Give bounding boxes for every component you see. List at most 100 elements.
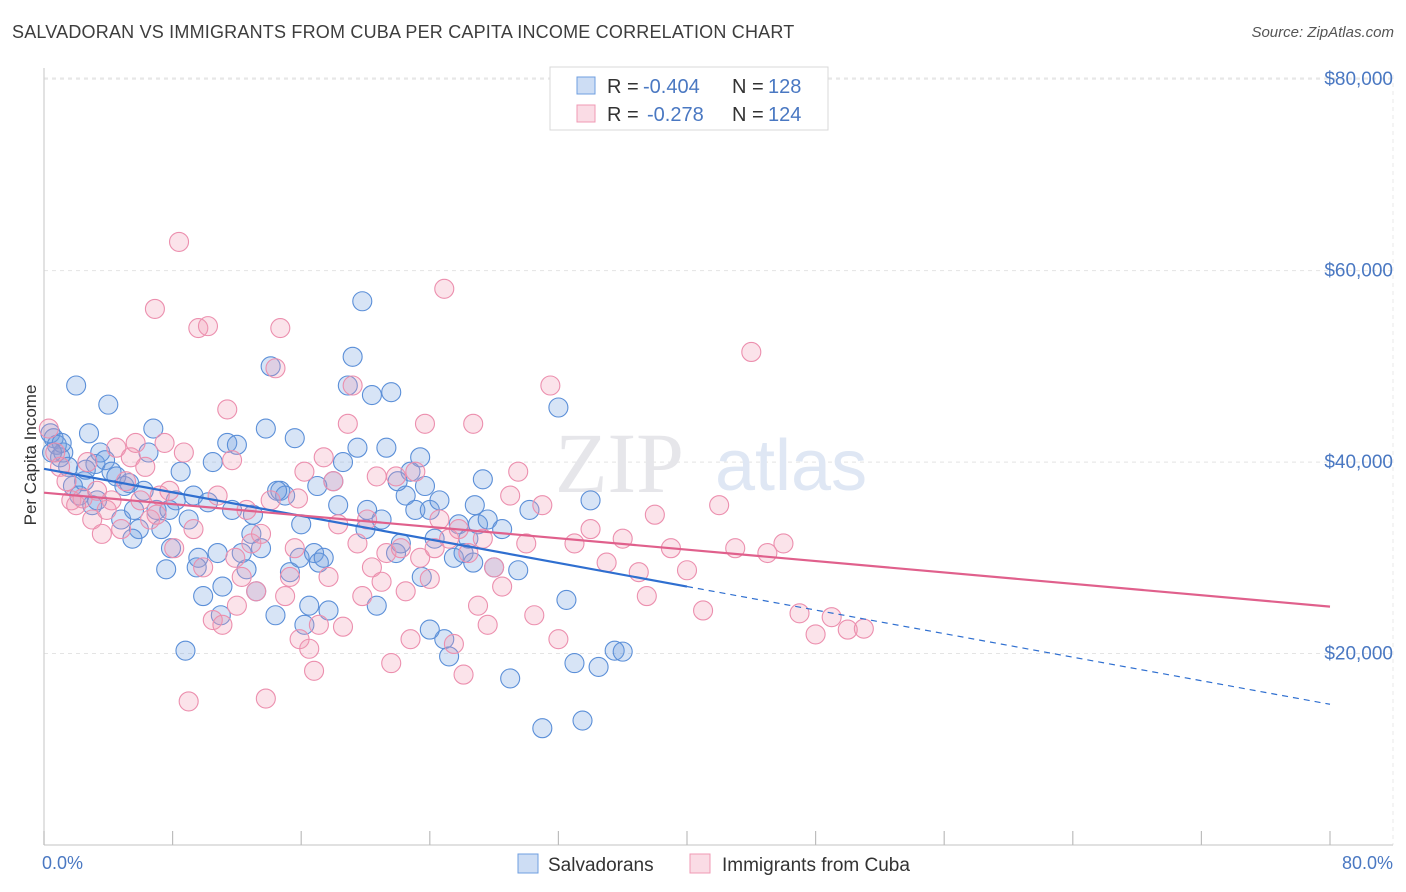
point-cuba: [644, 504, 665, 525]
point-cuba: [453, 664, 474, 685]
point-cuba: [405, 461, 426, 482]
point-salvadorans: [371, 509, 392, 530]
point-cuba: [564, 533, 585, 554]
trend-line-cuba: [43, 491, 1331, 608]
point-cuba: [279, 566, 300, 588]
point-cuba: [773, 533, 794, 554]
point-salvadorans: [328, 495, 349, 516]
point-cuba: [524, 605, 545, 626]
point-cuba: [693, 600, 714, 621]
point-cuba: [313, 447, 334, 468]
point-cuba: [106, 437, 127, 458]
point-salvadorans: [464, 495, 485, 516]
point-salvadorans: [313, 547, 334, 568]
point-cuba: [111, 519, 132, 540]
point-cuba: [580, 519, 601, 540]
point-salvadorans: [580, 490, 601, 511]
point-salvadorans: [376, 437, 397, 458]
point-salvadorans: [564, 653, 585, 674]
data-points: [38, 231, 874, 739]
point-cuba: [352, 586, 373, 607]
point-cuba: [222, 450, 243, 471]
point-cuba: [323, 471, 344, 492]
legend-swatch-salvadorans: [576, 76, 596, 95]
point-salvadorans: [439, 646, 460, 667]
legend-n-label-2: N =: [732, 104, 769, 126]
point-cuba: [246, 581, 267, 602]
watermark-zip: ZIP: [555, 415, 684, 511]
point-cuba: [548, 629, 569, 650]
point-salvadorans: [193, 586, 214, 607]
point-cuba: [371, 571, 392, 592]
point-cuba: [260, 490, 281, 511]
point-cuba: [477, 614, 498, 635]
point-cuba: [390, 538, 411, 559]
point-salvadorans: [352, 291, 373, 312]
point-cuba: [275, 586, 296, 607]
point-salvadorans: [519, 499, 540, 520]
point-cuba: [82, 509, 103, 530]
y-tick-label: $80,000: [1324, 69, 1393, 90]
point-salvadorans: [342, 346, 363, 367]
point-cuba: [508, 461, 529, 482]
point-cuba: [96, 499, 117, 520]
point-salvadorans: [612, 641, 633, 662]
legend-r-value-1: -0.404: [643, 76, 700, 98]
point-cuba: [837, 619, 858, 640]
point-salvadorans: [299, 595, 320, 616]
point-salvadorans: [284, 428, 305, 449]
bottom-legend-label-salvadorans: Salvadorans: [548, 855, 654, 876]
legend-n-value-1: 128: [768, 76, 801, 98]
x-tick-max: 80.0%: [1342, 853, 1393, 873]
point-cuba: [467, 595, 489, 616]
point-cuba: [400, 629, 421, 650]
trend-lines: [43, 467, 1331, 705]
point-cuba: [709, 495, 730, 516]
point-cuba: [419, 568, 440, 589]
point-cuba: [255, 688, 276, 709]
point-salvadorans: [332, 452, 354, 473]
point-cuba: [38, 418, 59, 439]
chart-title: SALVADORAN VS IMMIGRANTS FROM CUBA PER C…: [12, 22, 795, 42]
point-salvadorans: [508, 560, 529, 581]
point-cuba: [361, 557, 382, 578]
point-cuba: [395, 581, 416, 602]
point-cuba: [366, 466, 387, 487]
point-salvadorans: [255, 418, 276, 439]
bottom-legend-swatch-cuba: [689, 853, 711, 874]
y-tick-label: $40,000: [1324, 452, 1393, 473]
point-cuba: [115, 471, 137, 492]
point-cuba: [304, 660, 325, 681]
point-cuba: [250, 523, 272, 544]
point-salvadorans: [66, 375, 87, 396]
point-cuba: [164, 538, 185, 559]
bottom-legend: Salvadorans Immigrants from Cuba: [517, 853, 910, 876]
point-salvadorans: [347, 437, 368, 458]
point-salvadorans: [186, 557, 207, 578]
point-cuba: [385, 466, 407, 487]
point-salvadorans: [175, 640, 196, 661]
point-salvadorans: [226, 434, 247, 455]
point-cuba: [347, 533, 368, 554]
point-salvadorans: [307, 475, 328, 497]
point-cuba: [125, 432, 146, 453]
point-cuba: [135, 456, 156, 477]
y-axis-label: Per Capita Income: [21, 385, 40, 526]
trend-line-salvadorans: [43, 467, 688, 588]
point-cuba: [636, 586, 657, 607]
point-salvadorans: [472, 469, 493, 490]
point-salvadorans: [463, 552, 484, 573]
point-salvadorans: [156, 559, 177, 580]
point-salvadorans: [250, 538, 272, 559]
point-salvadorans: [337, 375, 358, 396]
point-cuba: [443, 633, 464, 655]
point-salvadorans: [202, 452, 223, 473]
point-cuba: [287, 488, 309, 509]
legend-r-value-2: -0.278: [647, 104, 704, 126]
point-cuba: [516, 533, 537, 554]
point-salvadorans: [170, 461, 191, 482]
stats-legend: R = -0.404 N = 128 R = -0.278 N = 124: [549, 66, 829, 131]
point-salvadorans: [178, 509, 199, 530]
point-cuba: [294, 461, 315, 482]
point-cuba: [500, 485, 521, 506]
